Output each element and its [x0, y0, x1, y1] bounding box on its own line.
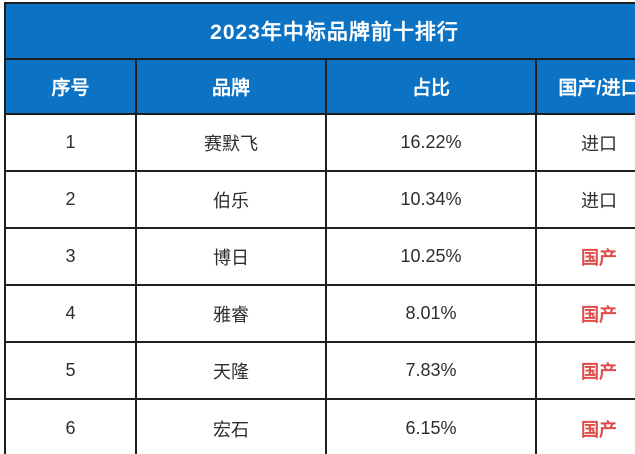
table-row: 6 宏石 6.15% 国产 — [6, 400, 635, 454]
share-cell: 8.01% — [327, 286, 537, 343]
rank-cell: 6 — [6, 400, 137, 454]
brand-cell: 博日 — [137, 229, 327, 286]
share-cell: 7.83% — [327, 343, 537, 400]
column-header-brand: 品牌 — [137, 60, 327, 115]
table-row: 1 赛默飞 16.22% 进口 — [6, 115, 635, 172]
origin-cell: 进口 — [537, 172, 635, 229]
rank-cell: 1 — [6, 115, 137, 172]
share-cell: 16.22% — [327, 115, 537, 172]
rank-cell: 5 — [6, 343, 137, 400]
origin-cell: 国产 — [537, 286, 635, 343]
share-cell: 6.15% — [327, 400, 537, 454]
ranking-table: 2023年中标品牌前十排行 序号 品牌 占比 国产/进口 1 赛默飞 16.22… — [4, 2, 635, 454]
brand-cell: 宏石 — [137, 400, 327, 454]
table-row: 2 伯乐 10.34% 进口 — [6, 172, 635, 229]
origin-cell: 国产 — [537, 343, 635, 400]
brand-cell: 天隆 — [137, 343, 327, 400]
origin-cell: 国产 — [537, 229, 635, 286]
brand-cell: 雅睿 — [137, 286, 327, 343]
table-row: 3 博日 10.25% 国产 — [6, 229, 635, 286]
column-header-origin: 国产/进口 — [537, 60, 635, 115]
table-row: 4 雅睿 8.01% 国产 — [6, 286, 635, 343]
rank-cell: 4 — [6, 286, 137, 343]
rank-cell: 2 — [6, 172, 137, 229]
table-header-row: 序号 品牌 占比 国产/进口 — [6, 60, 635, 115]
rank-cell: 3 — [6, 229, 137, 286]
table-row: 5 天隆 7.83% 国产 — [6, 343, 635, 400]
share-cell: 10.34% — [327, 172, 537, 229]
origin-cell: 进口 — [537, 115, 635, 172]
column-header-share: 占比 — [327, 60, 537, 115]
brand-cell: 赛默飞 — [137, 115, 327, 172]
table-title: 2023年中标品牌前十排行 — [6, 4, 635, 60]
brand-cell: 伯乐 — [137, 172, 327, 229]
column-header-rank: 序号 — [6, 60, 137, 115]
origin-cell: 国产 — [537, 400, 635, 454]
share-cell: 10.25% — [327, 229, 537, 286]
